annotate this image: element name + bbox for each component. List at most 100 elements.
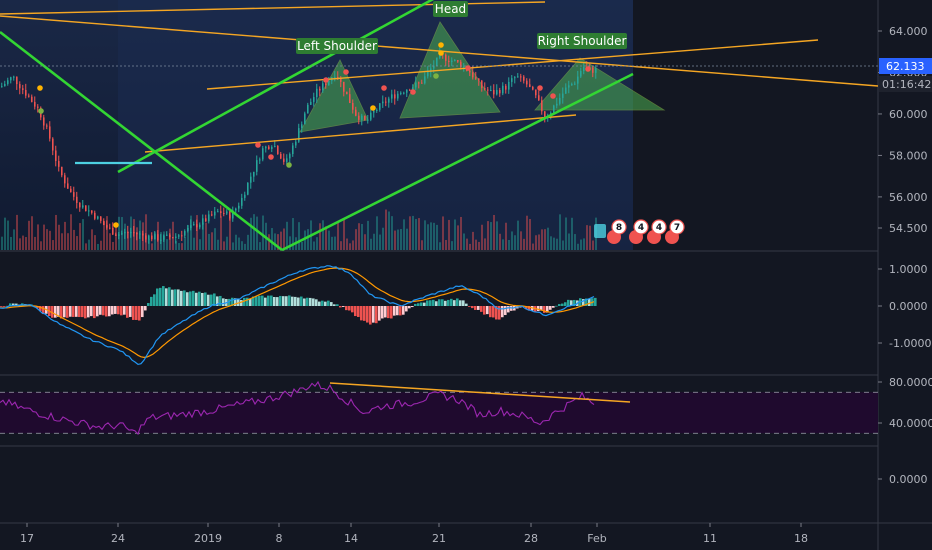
volume-bar	[250, 217, 252, 250]
volume-bar	[451, 241, 453, 250]
candle-body	[313, 97, 315, 102]
macd-histogram-bar	[39, 306, 42, 312]
macd-histogram-bar	[441, 299, 444, 306]
macd-histogram-bar	[171, 289, 174, 306]
volume-bar	[229, 214, 231, 250]
x-axis: 17 24 2019 8 14 21 28 Feb 11 18	[20, 523, 808, 545]
candle-body	[580, 71, 582, 77]
macd-panel[interactable]	[0, 265, 597, 366]
macd-histogram-bar	[381, 306, 384, 319]
candle-body	[127, 231, 129, 233]
volume-bar	[511, 231, 513, 250]
macd-histogram-bar	[339, 306, 342, 308]
macd-histogram-bar	[111, 306, 114, 315]
signal-dot	[113, 222, 119, 228]
macd-histogram-bar	[207, 294, 210, 306]
macd-histogram-bar	[456, 298, 459, 306]
volume-bar	[28, 220, 30, 250]
volume-bar	[190, 215, 192, 250]
candle-body	[433, 65, 435, 69]
macd-histogram-bar	[270, 295, 273, 306]
macd-histogram-bar	[267, 295, 270, 306]
macd-histogram-bar	[96, 306, 99, 317]
candle-body	[211, 214, 213, 216]
macd-histogram-bar	[309, 297, 312, 306]
macd-histogram-bar	[114, 306, 117, 314]
candle-body	[496, 90, 498, 95]
macd-histogram-bar	[336, 304, 339, 306]
volume-bar	[448, 219, 450, 250]
candle-body	[574, 83, 576, 85]
rsi-panel[interactable]	[0, 380, 878, 436]
macd-histogram-bar	[357, 306, 360, 317]
macd-histogram-bar	[345, 306, 348, 311]
candle-body	[229, 211, 231, 219]
macd-histogram-bar	[228, 298, 231, 306]
macd-histogram-bar	[174, 289, 177, 306]
volume-bar	[1, 236, 3, 250]
volume-bar	[475, 239, 477, 250]
macd-histogram-bar	[297, 297, 300, 306]
macd-histogram-bar	[60, 306, 63, 319]
candle-body	[166, 234, 168, 236]
volume-bar	[553, 237, 555, 250]
signal-dot	[438, 42, 444, 48]
volume-bar	[520, 231, 522, 250]
macd-histogram-bar	[375, 306, 378, 324]
candle-body	[61, 166, 63, 176]
candle-body	[181, 235, 183, 237]
volume-bar	[472, 231, 474, 250]
candle-body	[406, 89, 408, 93]
signal-dot	[268, 154, 274, 160]
volume-bar	[481, 224, 483, 250]
volume-bar	[397, 229, 399, 250]
candle-body	[130, 232, 132, 234]
volume-bar	[550, 236, 552, 250]
macd-histogram-bar	[318, 301, 321, 306]
candle-body	[397, 93, 399, 99]
macd-histogram-bar	[465, 303, 468, 306]
candle-body	[16, 76, 18, 85]
volume-bar	[502, 239, 504, 250]
candle-body	[583, 66, 585, 72]
candle-body	[232, 210, 234, 219]
macd-histogram-bar	[258, 295, 261, 306]
candle-body	[106, 225, 108, 228]
candle-body	[142, 233, 144, 236]
volume-bar	[565, 217, 567, 250]
macd-histogram-bar	[594, 297, 597, 306]
macd-histogram-bar	[348, 306, 351, 311]
macd-histogram-bar	[15, 303, 18, 306]
macd-histogram-bar	[528, 306, 531, 311]
resistance-trendline	[0, 15, 878, 87]
countdown-label: 01:16:42	[882, 78, 931, 91]
volume-bar	[418, 218, 420, 250]
volume-bar	[325, 226, 327, 250]
volume-bar	[202, 222, 204, 250]
volume-bar	[16, 214, 18, 250]
candle-body	[475, 77, 477, 79]
macd-histogram-bar	[183, 290, 186, 306]
candle-body	[553, 105, 555, 113]
volume-bar	[55, 214, 57, 250]
price-panel[interactable]	[0, 0, 878, 251]
candle-body	[361, 115, 363, 120]
macd-histogram-bar	[363, 306, 366, 321]
price-y-tick-label: 60.000	[889, 108, 928, 121]
macd-histogram-bar	[150, 296, 153, 306]
macd-histogram-bar	[324, 301, 327, 306]
macd-histogram-bar	[354, 306, 357, 317]
candle-body	[346, 91, 348, 95]
candle-body	[577, 76, 579, 84]
signal-dot	[410, 89, 416, 95]
macd-histogram-bar	[453, 300, 456, 306]
candle-body	[238, 205, 240, 209]
candle-body	[322, 83, 324, 91]
macd-histogram-bar	[255, 296, 258, 306]
volume-bar	[319, 223, 321, 250]
volume-bar	[178, 243, 180, 250]
macd-histogram-bar	[240, 300, 243, 306]
macd-histogram-bar	[69, 306, 72, 317]
volume-bar	[388, 211, 390, 250]
